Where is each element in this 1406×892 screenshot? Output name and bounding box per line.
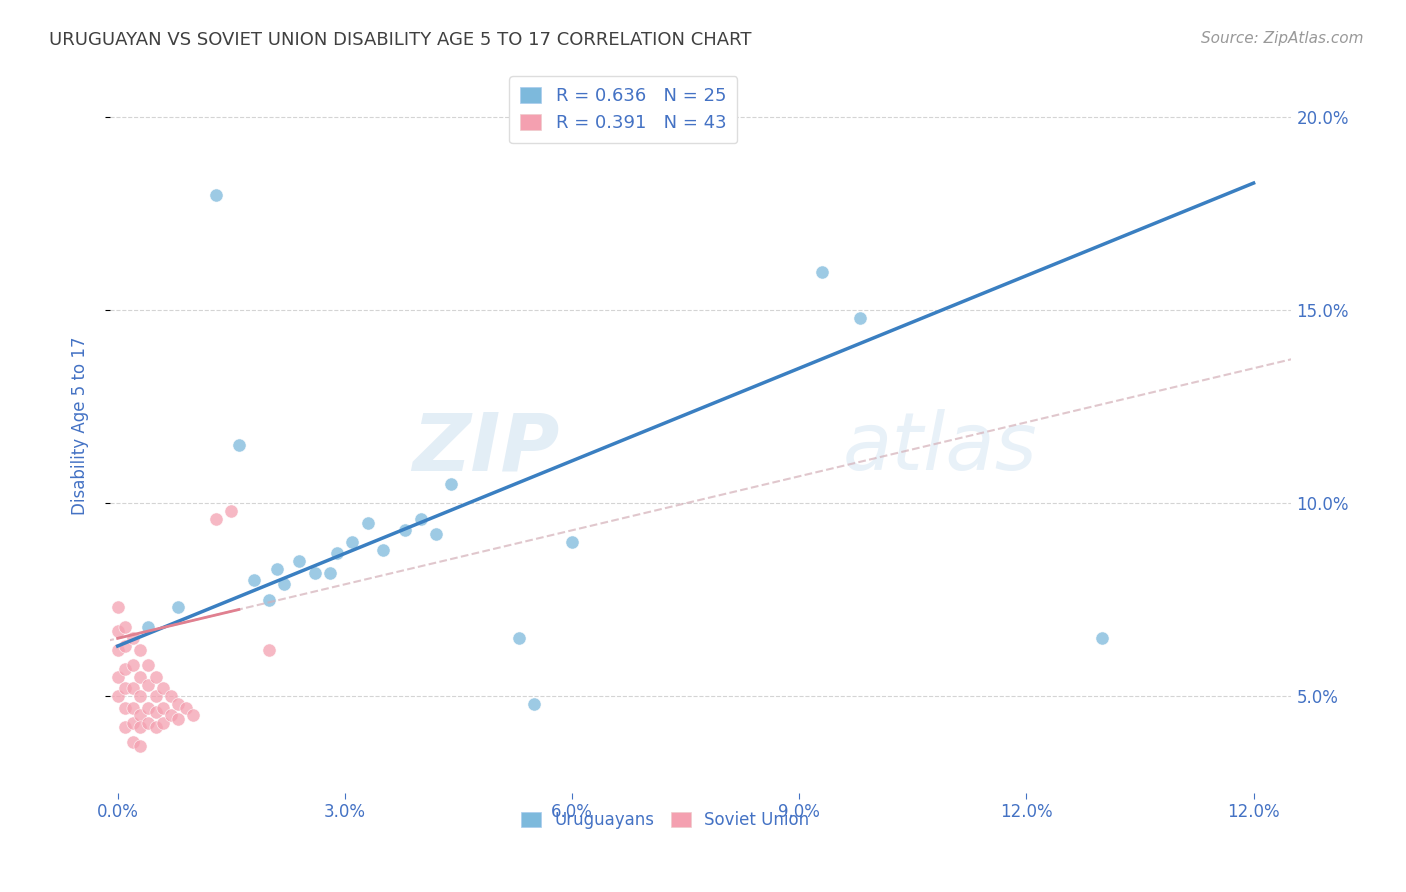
Point <box>205 187 228 202</box>
Point <box>145 720 167 734</box>
Point <box>183 708 205 723</box>
Point <box>129 720 152 734</box>
Point <box>523 697 546 711</box>
Point <box>409 512 432 526</box>
Point <box>129 739 152 754</box>
Point <box>159 689 181 703</box>
Point <box>811 265 834 279</box>
Point <box>129 708 152 723</box>
Point <box>114 662 136 676</box>
Point <box>561 534 583 549</box>
Point <box>152 700 174 714</box>
Point <box>136 678 159 692</box>
Point <box>167 712 190 726</box>
Point <box>167 600 190 615</box>
Point <box>342 534 364 549</box>
Point <box>136 700 159 714</box>
Point <box>129 670 152 684</box>
Point <box>326 546 349 560</box>
Point <box>114 620 136 634</box>
Point <box>152 681 174 696</box>
Text: Source: ZipAtlas.com: Source: ZipAtlas.com <box>1201 31 1364 46</box>
Point <box>167 697 190 711</box>
Point <box>114 681 136 696</box>
Point <box>107 689 129 703</box>
Point <box>121 735 143 749</box>
Point <box>257 643 280 657</box>
Point <box>145 670 167 684</box>
Point <box>145 705 167 719</box>
Point <box>114 720 136 734</box>
Point <box>121 700 143 714</box>
Point <box>107 670 129 684</box>
Point <box>136 658 159 673</box>
Point <box>440 477 463 491</box>
Point <box>228 438 250 452</box>
Point <box>107 643 129 657</box>
Point <box>129 689 152 703</box>
Point <box>121 681 143 696</box>
Point <box>425 527 447 541</box>
Text: ZIP: ZIP <box>412 409 560 487</box>
Point <box>114 700 136 714</box>
Point <box>371 542 394 557</box>
Point <box>273 577 295 591</box>
Point <box>304 566 326 580</box>
Point <box>107 600 129 615</box>
Point <box>1091 632 1114 646</box>
Point <box>266 562 288 576</box>
Text: atlas: atlas <box>842 409 1038 487</box>
Point <box>205 512 228 526</box>
Point <box>219 504 242 518</box>
Point <box>121 632 143 646</box>
Point <box>243 574 266 588</box>
Point <box>107 624 129 638</box>
Point <box>129 643 152 657</box>
Point <box>257 592 280 607</box>
Legend: Uruguayans, Soviet Union: Uruguayans, Soviet Union <box>515 805 817 836</box>
Point <box>121 716 143 731</box>
Point <box>508 632 530 646</box>
Point <box>394 524 416 538</box>
Point <box>152 716 174 731</box>
Point <box>114 639 136 653</box>
Point <box>318 566 340 580</box>
Text: URUGUAYAN VS SOVIET UNION DISABILITY AGE 5 TO 17 CORRELATION CHART: URUGUAYAN VS SOVIET UNION DISABILITY AGE… <box>49 31 752 49</box>
Point <box>145 689 167 703</box>
Y-axis label: Disability Age 5 to 17: Disability Age 5 to 17 <box>72 337 89 516</box>
Point <box>356 516 378 530</box>
Point <box>136 620 159 634</box>
Point <box>159 708 181 723</box>
Point <box>136 716 159 731</box>
Point <box>174 700 197 714</box>
Point <box>288 554 311 568</box>
Point <box>849 311 872 326</box>
Point <box>121 658 143 673</box>
